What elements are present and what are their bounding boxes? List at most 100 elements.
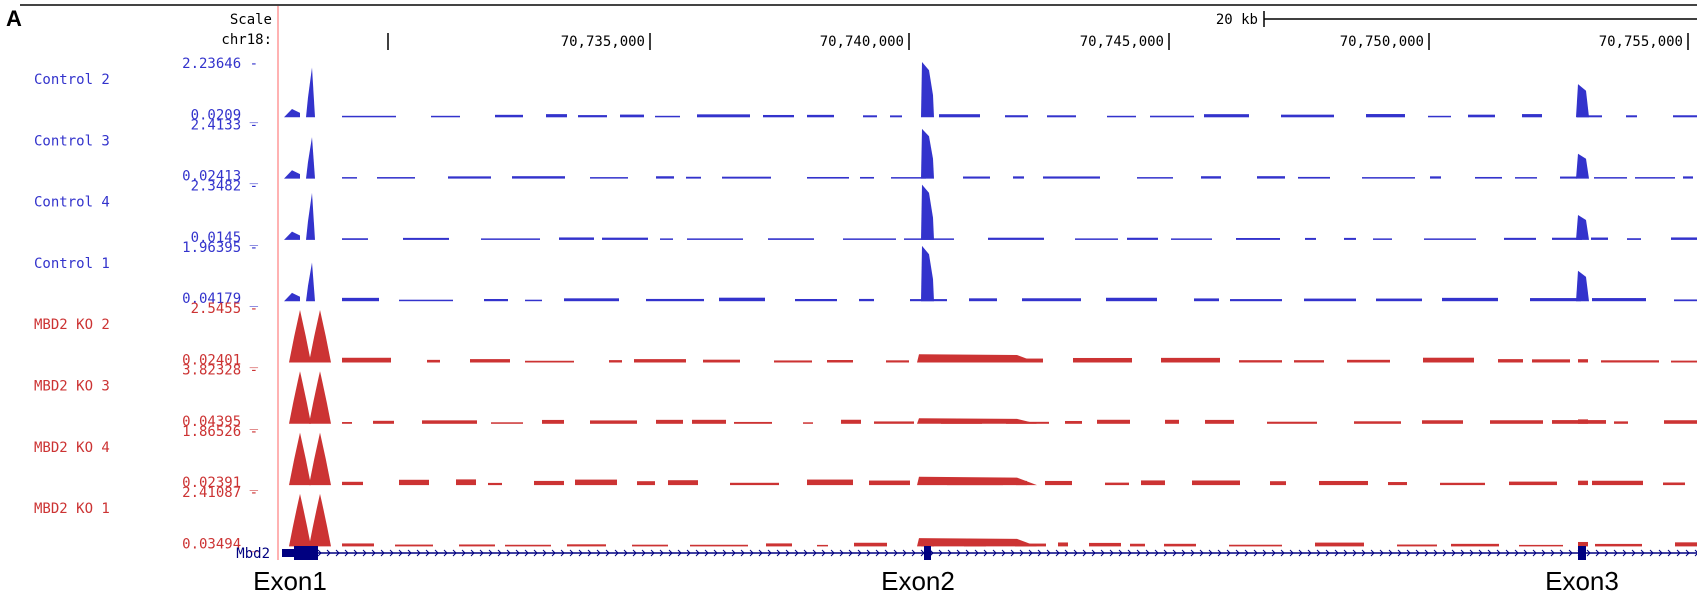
strand-chevron	[686, 549, 691, 557]
strand-chevron	[524, 549, 529, 557]
strand-chevron	[1451, 549, 1456, 557]
chrom-label: chr18:	[221, 32, 272, 48]
signal-segment	[342, 543, 374, 547]
strand-chevron	[749, 549, 754, 557]
strand-chevron	[461, 549, 466, 557]
signal-segment	[1058, 542, 1068, 547]
strand-chevron	[1217, 549, 1222, 557]
strand-chevron	[425, 549, 430, 557]
strand-chevron	[1433, 549, 1438, 557]
signal-segment	[567, 544, 606, 547]
signal-segment	[505, 544, 551, 547]
strand-chevron	[785, 549, 790, 557]
strand-chevron	[488, 549, 493, 557]
signal-segment	[448, 176, 491, 179]
signal-segment	[703, 359, 740, 363]
strand-chevron	[740, 549, 745, 557]
strand-chevron	[902, 549, 907, 557]
signal-segment	[1073, 357, 1132, 363]
strand-chevron	[614, 549, 619, 557]
strand-chevron	[1640, 549, 1645, 557]
track-name: Control 3	[34, 133, 110, 149]
signal-segment	[1591, 237, 1608, 240]
signal-segment	[1515, 177, 1537, 179]
signal-segment	[546, 114, 567, 118]
track-min-value: 0.0145 _	[191, 230, 259, 246]
track-control-1: Control 1 1.96395 - 0.04179 _	[34, 240, 1697, 307]
strand-chevron	[632, 549, 637, 557]
signal-segment	[1107, 115, 1136, 118]
signal-segment	[690, 544, 748, 547]
signal-segment	[542, 419, 564, 424]
position-tick-label: 70,755,000	[1599, 34, 1683, 50]
signal-segment	[1097, 419, 1130, 424]
signal-segment	[1005, 115, 1028, 118]
strand-chevron	[1028, 549, 1033, 557]
exon-peak	[309, 493, 331, 547]
strand-chevron	[848, 549, 853, 557]
signal-segment	[1376, 298, 1422, 302]
signal-segment	[697, 114, 750, 118]
strand-chevron	[1154, 549, 1159, 557]
signal-segment	[1683, 176, 1693, 179]
signal-segment	[1424, 238, 1476, 240]
strand-chevron	[893, 549, 898, 557]
exon-peak	[289, 493, 311, 547]
signal-segment	[481, 238, 540, 240]
signal-segment	[969, 298, 997, 302]
signal-segment	[1043, 176, 1100, 179]
strand-chevron	[1406, 549, 1411, 557]
signal-segment	[342, 238, 368, 240]
strand-chevron	[812, 549, 817, 557]
track-name: MBD2 KO 4	[34, 440, 110, 456]
strand-chevron	[794, 549, 799, 557]
signal-segment	[963, 176, 990, 179]
exon-block-3	[1578, 546, 1586, 560]
position-tick: 70,745,000	[1080, 33, 1170, 50]
signal-segment	[1592, 480, 1643, 486]
signal-segment	[602, 237, 648, 240]
signal-segment	[1294, 360, 1324, 363]
signal-segment	[1192, 480, 1240, 486]
signal-segment	[342, 297, 379, 302]
track-min-value: 0.0209 _	[191, 107, 259, 123]
track-min-value: 0.04395 _	[182, 414, 258, 430]
strand-chevron	[659, 549, 664, 557]
strand-chevron	[911, 549, 916, 557]
exon-peak	[309, 309, 331, 363]
strand-chevron	[1073, 549, 1078, 557]
signal-segment	[534, 480, 564, 486]
signal-segment	[1267, 421, 1317, 424]
signal-segment	[1626, 115, 1637, 118]
strand-chevron	[1622, 549, 1627, 557]
signal-segment	[1257, 176, 1285, 179]
strand-chevron	[605, 549, 610, 557]
signal-segment	[564, 298, 619, 302]
signal-segment	[377, 177, 415, 179]
strand-chevron	[1046, 549, 1051, 557]
strand-chevron	[974, 549, 979, 557]
exon-block-2	[924, 546, 931, 560]
strand-chevron	[1307, 549, 1312, 557]
strand-chevron	[1289, 549, 1294, 557]
signal-segment	[1236, 237, 1280, 240]
signal-segment	[1105, 482, 1129, 486]
signal-segment	[1194, 298, 1219, 302]
signal-segment	[1674, 299, 1697, 302]
track-min-value: 0.02391 _	[182, 475, 258, 491]
strand-chevron	[1631, 549, 1636, 557]
strand-chevron	[1190, 549, 1195, 557]
signal-tracks: Control 2 2.23646 - 0.0209 _ Control 3 2.413…	[34, 56, 1697, 552]
signal-segment	[422, 420, 477, 424]
signal-segment	[456, 479, 476, 486]
exon-peak	[306, 192, 315, 240]
strand-chevron	[1271, 549, 1276, 557]
signal-segment	[590, 177, 628, 179]
strand-chevron	[1667, 549, 1672, 557]
signal-segment	[1089, 542, 1121, 547]
exon-peak	[921, 128, 934, 179]
track-max-value: 1.86526 -	[182, 424, 258, 440]
signal-segment	[1530, 298, 1581, 302]
track-min-value: 0.04179 _	[182, 291, 258, 307]
signal-segment	[722, 176, 771, 179]
